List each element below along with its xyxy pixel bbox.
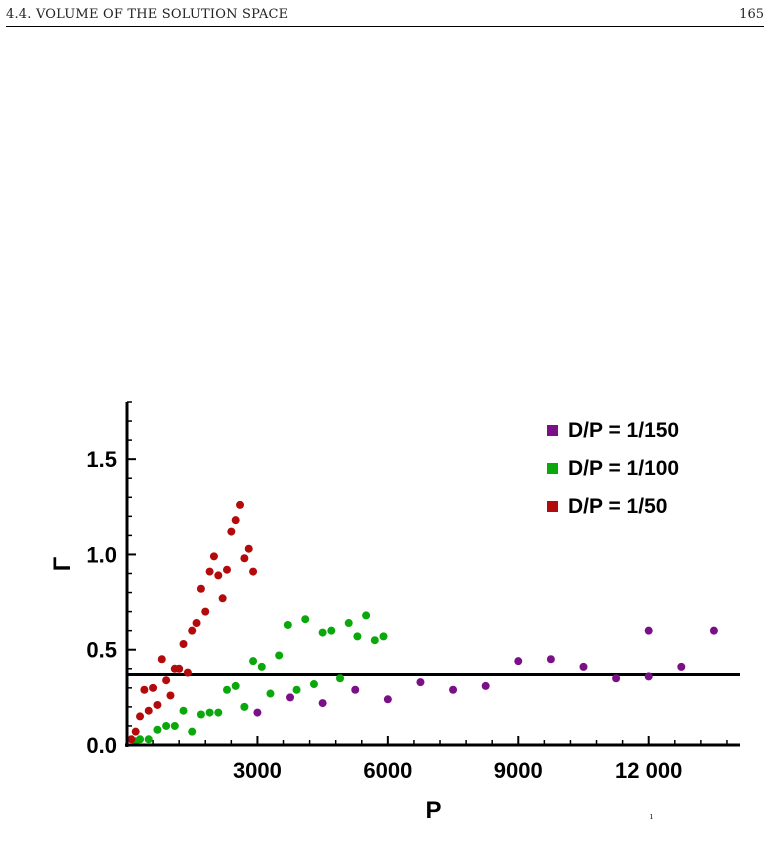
data-point [362,611,371,620]
data-point [227,527,236,536]
data-points [127,500,718,746]
data-point [162,721,171,730]
data-point [318,628,327,637]
data-point [336,674,345,683]
data-point [416,678,425,687]
x-tick-label: 9000 [494,758,543,783]
data-point [383,695,392,704]
data-point [275,651,284,660]
data-point [209,552,218,561]
y-tick-label: 1.5 [86,447,117,472]
data-point [353,632,362,641]
tick-labels: 3000 6000 9000 12 000 0.0 0.5 1.0 1.5 [86,447,682,783]
y-tick-label: 1.0 [86,542,117,567]
data-point [309,680,318,689]
data-point [257,662,266,671]
data-point [188,727,197,736]
data-point [301,615,310,624]
data-point [218,594,227,603]
y-axis-title: Γ [49,556,76,571]
data-point [188,626,197,635]
data-point [222,685,231,694]
data-point [579,662,588,671]
data-point [162,676,171,685]
data-point [240,702,249,711]
data-point [205,567,214,576]
data-point [144,706,153,715]
data-point [266,689,275,698]
y-tick-label: 0.5 [86,638,117,663]
data-point [192,619,201,628]
data-point [140,685,149,694]
data-point [205,708,214,717]
data-point [449,685,458,694]
data-point [231,681,240,690]
x-tick-label: 3000 [233,758,282,783]
data-point [327,626,336,635]
x-tick-label: 12 000 [615,758,682,783]
data-point [127,735,136,744]
legend-label: D/P = 1/100 [568,457,679,480]
data-point [196,710,205,719]
data-point [183,668,192,677]
stray-mark: ı [650,812,653,822]
data-point [175,664,184,673]
data-point [153,725,162,734]
data-point [149,683,158,692]
data-point [253,708,262,717]
data-point [153,700,162,709]
legend-swatch [547,425,558,436]
data-point [286,693,295,702]
legend: D/P = 1/150 D/P = 1/100 D/P = 1/50 [547,419,679,518]
data-point [179,640,188,649]
data-point [249,657,258,666]
data-point [214,571,223,580]
section-title: 4.4. VOLUME OF THE SOLUTION SPACE [6,7,289,22]
legend-swatch [547,463,558,474]
data-point [179,706,188,715]
x-tick-label: 6000 [363,758,412,783]
data-point [677,662,686,671]
data-point [136,712,145,721]
data-point [157,655,166,664]
data-point [292,685,301,694]
data-point [222,565,231,574]
legend-label: D/P = 1/150 [568,419,679,442]
data-point [249,567,258,576]
data-point [231,516,240,525]
x-axis-title: P [425,797,441,824]
data-point [170,721,179,730]
data-point [240,554,249,563]
data-point [244,544,253,553]
data-point [196,584,205,593]
data-point [236,500,245,509]
y-tick-label: 0.0 [86,733,117,758]
data-point [136,735,145,744]
data-point [351,685,360,694]
data-point [370,636,379,645]
data-point [166,691,175,700]
data-point [546,655,555,664]
data-point [612,674,621,683]
data-point [481,681,490,690]
data-point [644,626,653,635]
page-header: 4.4. VOLUME OF THE SOLUTION SPACE 165 [6,4,764,27]
data-point [131,727,140,736]
data-point [283,620,292,629]
data-point [644,672,653,681]
data-point [514,657,523,666]
data-point [344,619,353,628]
page-number: 165 [739,7,764,22]
data-point [709,626,718,635]
data-point [201,607,210,616]
data-point [144,735,153,744]
legend-label: D/P = 1/50 [568,495,667,518]
data-point [379,632,388,641]
data-point [214,708,223,717]
data-point [318,699,327,708]
legend-swatch [547,501,558,512]
